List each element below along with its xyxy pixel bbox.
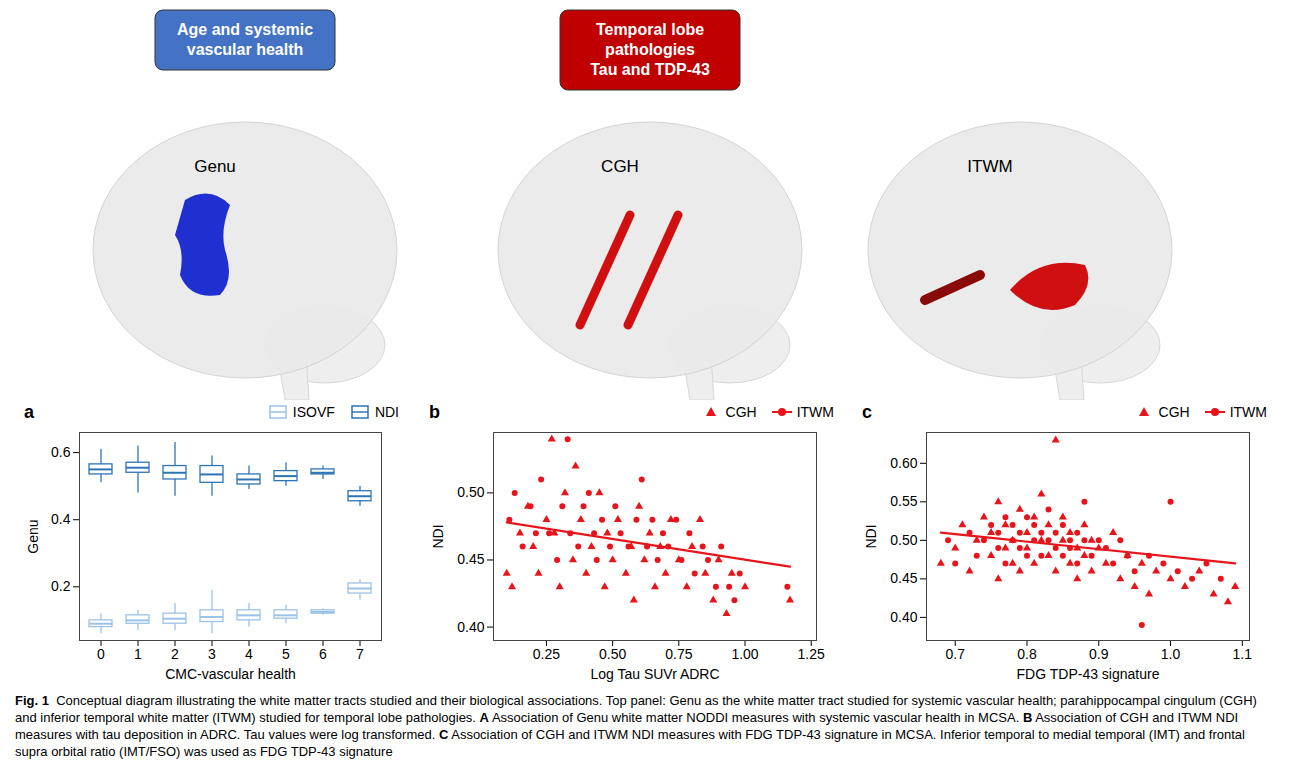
svg-text:0.75: 0.75 xyxy=(665,646,692,662)
html-text:CGH: CGH xyxy=(1158,404,1190,420)
svg-text:7: 7 xyxy=(356,646,364,662)
svg-text:Genu: Genu xyxy=(194,157,236,176)
svg-text:vascular health: vascular health xyxy=(187,41,304,58)
svg-text:CGH: CGH xyxy=(601,157,639,176)
html-text:b: b xyxy=(429,401,440,422)
svg-text:NDI: NDI xyxy=(863,524,879,548)
svg-text:0.40: 0.40 xyxy=(457,619,484,635)
svg-text:Log Tau SUVr ADRC: Log Tau SUVr ADRC xyxy=(590,666,719,682)
svg-text:1.0: 1.0 xyxy=(1161,646,1181,662)
svg-text:6: 6 xyxy=(319,646,327,662)
svg-text:0.50: 0.50 xyxy=(457,484,484,500)
svg-text:0.7: 0.7 xyxy=(945,646,965,662)
svg-text:0.40: 0.40 xyxy=(890,609,917,625)
svg-text:0.9: 0.9 xyxy=(1089,646,1109,662)
svg-text:0.45: 0.45 xyxy=(890,570,917,586)
svg-text:1.00: 1.00 xyxy=(731,646,758,662)
html-text:ITWM: ITWM xyxy=(1229,404,1267,420)
svg-text:ITWM: ITWM xyxy=(967,157,1012,176)
svg-text:2: 2 xyxy=(171,646,179,662)
svg-text:5: 5 xyxy=(282,646,290,662)
svg-text:1.25: 1.25 xyxy=(798,646,825,662)
svg-text:3: 3 xyxy=(208,646,216,662)
svg-text:FDG TDP-43 signature: FDG TDP-43 signature xyxy=(1017,666,1160,682)
html-text:ITWM: ITWM xyxy=(796,404,834,420)
svg-text:0.50: 0.50 xyxy=(890,532,917,548)
html-text:CGH: CGH xyxy=(725,404,757,420)
svg-text:1: 1 xyxy=(134,646,142,662)
svg-text:0.6: 0.6 xyxy=(51,444,71,460)
svg-text:pathologies: pathologies xyxy=(605,41,695,58)
svg-text:1.1: 1.1 xyxy=(1233,646,1253,662)
svg-text:Age and systemic: Age and systemic xyxy=(177,21,313,38)
svg-text:0: 0 xyxy=(97,646,105,662)
svg-text:NDI: NDI xyxy=(430,524,446,548)
svg-text:0.8: 0.8 xyxy=(1017,646,1037,662)
html-text:ISOVF: ISOVF xyxy=(292,404,335,420)
svg-text:Genu: Genu xyxy=(25,519,41,553)
svg-text:0.55: 0.55 xyxy=(890,493,917,509)
html-text:Fig. 1 Conceptual diagram illu: Fig. 1 Conceptual diagram illustrating t… xyxy=(15,693,1261,759)
svg-text:0.60: 0.60 xyxy=(890,455,917,471)
svg-text:Tau and TDP-43: Tau and TDP-43 xyxy=(590,61,710,78)
html-text:c: c xyxy=(862,401,872,422)
svg-text:4: 4 xyxy=(245,646,253,662)
html-text:NDI: NDI xyxy=(374,404,399,420)
svg-text:0.4: 0.4 xyxy=(51,511,71,527)
svg-text:0.45: 0.45 xyxy=(457,551,484,567)
html-text:a: a xyxy=(24,401,34,422)
svg-text:0.50: 0.50 xyxy=(599,646,626,662)
svg-text:0.25: 0.25 xyxy=(533,646,560,662)
svg-text:Temporal lobe: Temporal lobe xyxy=(596,21,704,38)
svg-text:CMC-vascular health: CMC-vascular health xyxy=(165,666,296,682)
svg-text:0.2: 0.2 xyxy=(51,578,71,594)
